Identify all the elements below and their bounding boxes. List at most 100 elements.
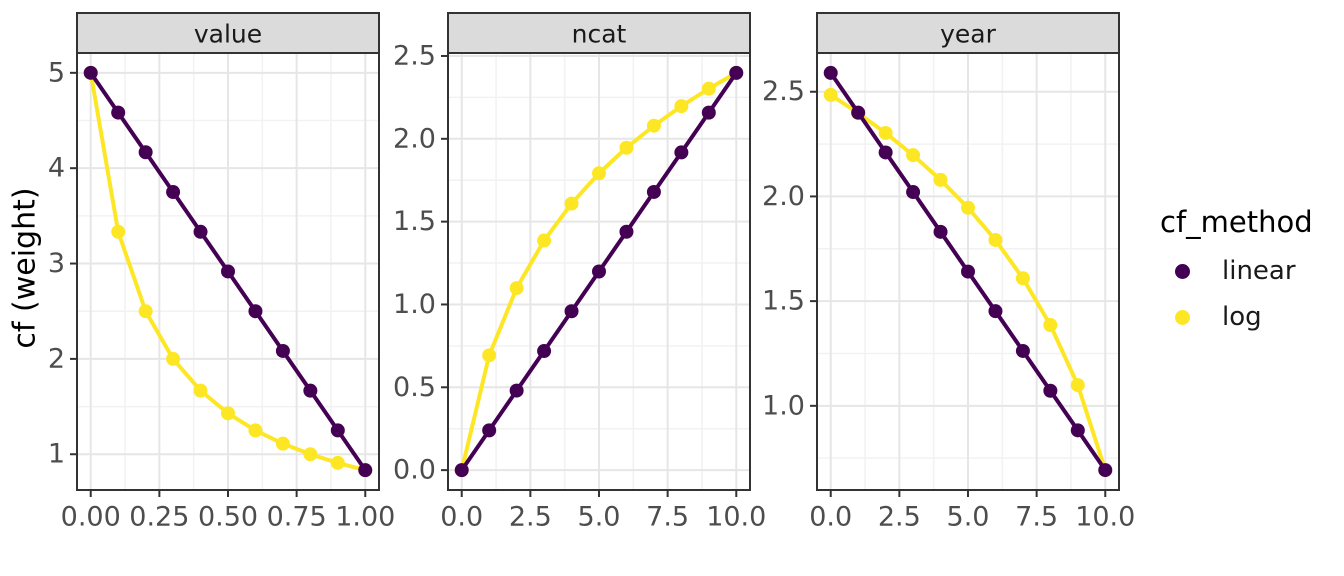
data-point <box>988 232 1003 247</box>
data-point <box>592 264 606 279</box>
axis-ticks-and-labels: 0.0 2.5 5.0 7.5 10.0 0.0 0.5 1.0 1.5 2.0 2.5 <box>393 40 766 532</box>
data-point <box>166 185 181 200</box>
y-tick-label: 1.0 <box>393 289 436 320</box>
x-tick-label: 0.00 <box>61 502 121 533</box>
data-point <box>330 455 345 470</box>
y-tick-label: 5 <box>48 57 65 88</box>
data-point <box>275 436 290 451</box>
data-point <box>221 264 235 279</box>
facet-strip-label: ncat <box>572 20 627 49</box>
data-point <box>878 145 893 160</box>
x-tick-label: 7.5 <box>646 502 689 533</box>
x-tick-label: 0.0 <box>440 502 483 533</box>
facet-panel-year: 0.0 2.5 5.0 7.5 10.0 1.0 1.5 2.0 2.5 year <box>762 12 1135 533</box>
x-tick-label: 5.0 <box>947 502 990 533</box>
data-point <box>988 304 1003 319</box>
legend-item-label-log: log <box>1222 302 1262 332</box>
y-tick-label: 3 <box>48 248 65 279</box>
x-tick-label: 10.0 <box>1075 502 1135 533</box>
data-point <box>906 185 921 200</box>
data-point <box>1070 423 1085 438</box>
data-point <box>961 200 975 215</box>
y-tick-label: 2.5 <box>393 40 436 71</box>
data-point <box>111 105 126 120</box>
data-point <box>1043 317 1058 332</box>
facet-strip-label: value <box>194 20 262 49</box>
legend-key-dot-log <box>1175 309 1190 325</box>
x-tick-label: 0.0 <box>809 502 852 533</box>
data-point <box>166 351 181 366</box>
facet-panel-ncat: 0.0 2.5 5.0 7.5 10.0 0.0 0.5 1.0 1.5 2.0 2.5 ncat <box>393 12 766 533</box>
y-tick-label: 0.5 <box>393 372 436 403</box>
data-point <box>248 423 263 438</box>
data-point <box>358 463 373 478</box>
y-tick-label: 2.0 <box>393 123 436 154</box>
data-point <box>138 304 153 319</box>
data-point <box>537 233 552 248</box>
facet-strip <box>447 12 751 54</box>
data-point <box>454 463 469 478</box>
series-linear <box>83 65 373 478</box>
data-point <box>193 383 208 398</box>
y-tick-label: 2.5 <box>762 76 805 107</box>
y-tick-label: 2 <box>48 343 65 374</box>
facet-strip <box>816 12 1120 54</box>
data-point <box>823 65 838 80</box>
data-point <box>674 145 689 160</box>
data-point <box>509 281 524 296</box>
y-tick-label: 0.0 <box>393 455 436 486</box>
series-linear <box>823 65 1113 478</box>
data-point <box>248 304 263 319</box>
data-point <box>823 87 838 102</box>
data-point <box>564 196 579 211</box>
x-tick-label: 7.5 <box>1015 502 1058 533</box>
data-point <box>1015 343 1030 358</box>
x-tick-label: 0.25 <box>129 502 189 533</box>
x-tick-label: 5.0 <box>578 502 621 533</box>
facet-panel-value: 0.00 0.25 0.50 0.75 1.00 1 2 3 4 5 value <box>48 12 396 533</box>
y-tick-label: 2.0 <box>762 181 805 212</box>
data-point <box>619 224 634 239</box>
data-point <box>221 406 235 421</box>
legend-title: cf_method <box>1160 205 1313 239</box>
data-point <box>906 148 921 163</box>
data-point <box>303 383 318 398</box>
data-point <box>138 145 153 160</box>
data-point <box>482 348 497 363</box>
axis-ticks-and-labels: 0.00 0.25 0.50 0.75 1.00 1 2 3 4 5 <box>48 57 396 532</box>
data-point <box>701 105 716 120</box>
data-point <box>701 81 716 96</box>
legend: cf_method linear log <box>1160 206 1340 346</box>
data-point <box>111 224 126 239</box>
x-tick-label: 10.0 <box>706 502 766 533</box>
legend-key-dot-linear <box>1175 263 1190 279</box>
data-point <box>646 184 661 199</box>
major-gridlines <box>448 53 750 490</box>
legend-item-label-linear: linear <box>1222 256 1296 286</box>
legend-items: linear log <box>1160 254 1340 334</box>
y-tick-label: 1 <box>48 439 65 470</box>
data-point <box>961 264 975 279</box>
facet-strip <box>76 12 380 54</box>
data-point <box>537 344 552 359</box>
x-tick-label: 0.75 <box>267 502 327 533</box>
legend-item-log: log <box>1160 300 1340 334</box>
legend-item-linear: linear <box>1160 254 1340 288</box>
data-point <box>1015 271 1030 286</box>
data-point <box>275 343 290 358</box>
data-point <box>619 140 634 155</box>
x-tick-label: 1.00 <box>335 502 395 533</box>
facet-strip-label: year <box>940 20 996 49</box>
x-tick-label: 2.5 <box>509 502 552 533</box>
data-point <box>193 224 208 239</box>
data-point <box>1043 383 1058 398</box>
y-axis-title: cf (weight) <box>7 187 43 349</box>
data-point <box>674 99 689 114</box>
data-point <box>592 166 606 181</box>
data-point <box>83 65 98 80</box>
data-point <box>330 423 345 438</box>
data-point <box>878 125 893 140</box>
y-tick-label: 1.5 <box>393 206 436 237</box>
series-linear <box>454 65 744 478</box>
